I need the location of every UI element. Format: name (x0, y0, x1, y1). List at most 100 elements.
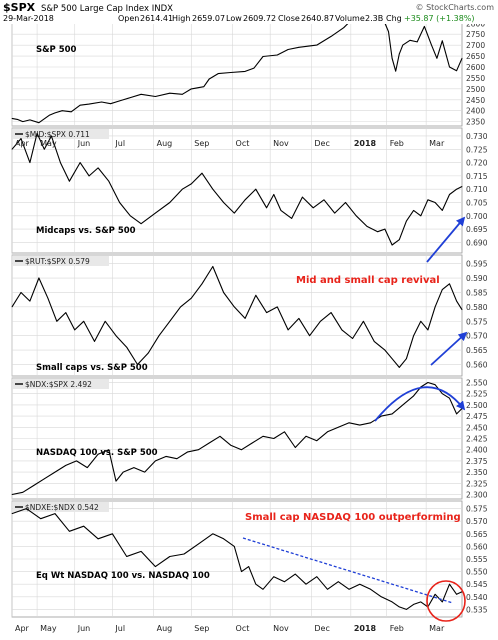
y-tick-label: 2750 (466, 30, 485, 39)
data-point (406, 220, 407, 222)
data-point (431, 44, 432, 46)
data-point (341, 329, 343, 331)
data-point (461, 57, 463, 59)
data-point (434, 202, 436, 203)
data-point (416, 41, 418, 43)
y-tick-label: 2350 (466, 118, 485, 127)
data-point (330, 36, 332, 37)
y-tick-label: 0.570 (466, 517, 488, 526)
high-label: High (172, 14, 190, 23)
data-point (305, 583, 307, 585)
y-tick-label: 2600 (466, 63, 485, 72)
data-point (262, 435, 264, 437)
y-tick-label: 2650 (466, 52, 485, 61)
data-point (36, 132, 38, 134)
data-point (108, 449, 110, 451)
y-tick-label: 0.710 (466, 185, 488, 194)
x-tick-label: Feb (390, 624, 404, 633)
trendline (242, 537, 454, 604)
data-point (25, 508, 27, 509)
data-point (391, 57, 393, 59)
data-point (343, 27, 345, 29)
data-point (119, 202, 120, 203)
y-tick-label: 0.690 (466, 238, 488, 247)
y-tick-label: 2.300 (466, 491, 488, 500)
y-tick-label: 0.565 (466, 530, 488, 539)
y-tick-label: 2.500 (466, 401, 488, 410)
legend-box (13, 256, 109, 266)
annotation-eq-wt: Small cap NASDAQ 100 outperforming (245, 512, 461, 523)
data-point (140, 551, 142, 552)
data-point (406, 609, 407, 610)
data-point (348, 588, 350, 590)
data-point (61, 110, 63, 112)
data-point (133, 467, 135, 469)
data-point (244, 317, 246, 319)
data-point (94, 341, 95, 342)
data-point (391, 244, 393, 246)
data-point (355, 215, 357, 217)
chart-area: 2350 2400 2450 2500 2550 2600 2650 2700 2750 2800… (11, 24, 488, 633)
data-point (391, 413, 393, 415)
data-point (22, 121, 24, 123)
data-point (88, 103, 90, 105)
data-point (155, 566, 156, 567)
data-point (169, 92, 171, 94)
data-point (323, 199, 325, 201)
y-tick-label: 0.570 (466, 332, 488, 341)
y-tick-label: 0.555 (466, 555, 488, 564)
x-tick-label: Aug (157, 624, 173, 633)
data-point (43, 148, 45, 150)
y-tick-label: 0.715 (466, 172, 488, 181)
series-line (11, 381, 463, 496)
data-point (330, 312, 332, 314)
data-point (319, 320, 321, 322)
data-point (398, 239, 400, 241)
data-point (97, 538, 99, 540)
x-tick-label: Mar (429, 624, 445, 633)
data-point (212, 188, 214, 190)
data-point (294, 447, 296, 448)
series-label: Eq Wt NASDAQ 100 vs. NASDAQ 100 (36, 571, 210, 581)
data-point (198, 543, 199, 545)
data-point (129, 97, 131, 98)
y-tick-label: 2.550 (466, 378, 488, 387)
data-point (29, 162, 31, 163)
data-point (126, 556, 128, 557)
data-point (253, 67, 255, 69)
data-point (337, 581, 339, 583)
close-label: Close (278, 14, 300, 23)
legend-box (13, 129, 109, 139)
data-point (398, 53, 400, 55)
data-point (402, 404, 404, 406)
data-point (212, 533, 214, 535)
data-point (147, 352, 149, 354)
data-point (54, 513, 56, 515)
legend-text: $NDX:$SPX 2.492 (25, 380, 92, 389)
data-point (370, 588, 371, 590)
y-tick-label: 0.700 (466, 212, 488, 221)
data-point (434, 593, 436, 595)
data-point (155, 212, 156, 214)
data-point (391, 358, 393, 360)
data-point (110, 103, 112, 105)
y-tick-label: 0.560 (466, 360, 488, 369)
data-point (373, 341, 375, 342)
high-value: 2659.07 (192, 14, 225, 23)
y-tick-label: 0.585 (466, 288, 488, 297)
data-point (420, 320, 422, 322)
y-tick-label: 0.725 (466, 145, 488, 154)
data-point (233, 545, 235, 547)
y-tick-label: 0.580 (466, 303, 488, 312)
x-tick-label: May (40, 139, 57, 148)
data-point (74, 329, 76, 331)
y-tick-label: 0.575 (466, 505, 488, 514)
data-point (449, 397, 450, 399)
arc-arrow-ndx (374, 386, 466, 422)
symbol: $SPX (3, 1, 36, 14)
data-point (208, 78, 210, 80)
data-point (359, 424, 361, 426)
data-point (427, 329, 429, 331)
data-point (244, 199, 246, 201)
y-tick-label: 0.560 (466, 542, 488, 551)
